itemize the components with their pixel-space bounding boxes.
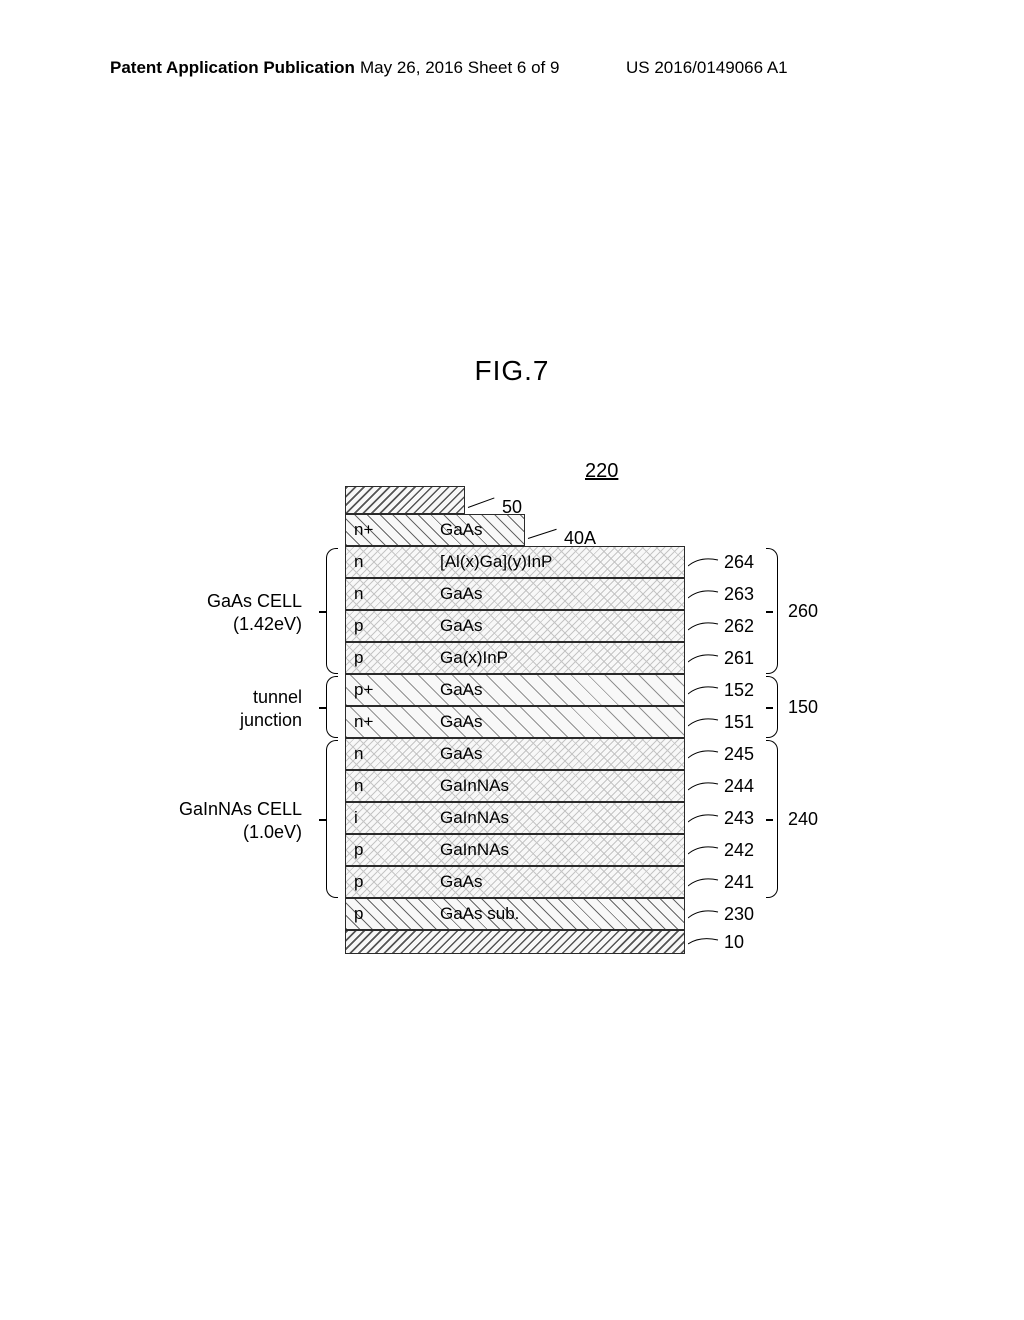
layer-230: p GaAs sub. xyxy=(345,898,685,930)
material: GaInNAs xyxy=(390,808,509,828)
callout-262: 262 xyxy=(688,610,754,642)
doping: p xyxy=(346,904,390,924)
figure-title: FIG.7 xyxy=(0,355,1024,387)
callout-10: 10 xyxy=(688,930,754,954)
callout-242: 242 xyxy=(688,834,754,866)
callout-245: 245 xyxy=(688,738,754,770)
callout-264: 264 xyxy=(688,546,754,578)
material: Ga(x)InP xyxy=(390,648,508,668)
doping: n xyxy=(346,584,390,604)
doping: p+ xyxy=(346,680,390,700)
group-sublabel: (1.0eV) xyxy=(243,822,302,842)
material: GaAs xyxy=(390,680,483,700)
layer-contact: n+ GaAs xyxy=(345,514,525,546)
layer-244: n GaInNAs xyxy=(345,770,685,802)
header-left: Patent Application Publication xyxy=(110,58,355,78)
group-sublabel: (1.42eV) xyxy=(233,614,302,634)
layer-264: n [Al(x)Ga](y)InP xyxy=(345,546,685,578)
material: GaAs xyxy=(390,616,483,636)
layer-stack: n+ GaAs n [Al(x)Ga](y)InP n GaAs p GaAs … xyxy=(345,486,685,954)
callout-241: 241 xyxy=(688,866,754,898)
doping: n xyxy=(346,744,390,764)
callout-261: 261 xyxy=(688,642,754,674)
layer-262: p GaAs xyxy=(345,610,685,642)
layer-151: n+ GaAs xyxy=(345,706,685,738)
material: GaAs xyxy=(390,872,483,892)
callout-230: 230 xyxy=(688,898,754,930)
callout-243: 243 xyxy=(688,802,754,834)
layer-electrode-bottom xyxy=(345,930,685,954)
doping: n xyxy=(346,552,390,572)
doping: p xyxy=(346,872,390,892)
layer-245: n GaAs xyxy=(345,738,685,770)
assembly-ref: 220 xyxy=(585,460,618,483)
layer-electrode-top xyxy=(345,486,465,514)
material: GaAs xyxy=(390,584,483,604)
layer-152: p+ GaAs xyxy=(345,674,685,706)
doping: p xyxy=(346,616,390,636)
layer-263: n GaAs xyxy=(345,578,685,610)
material: GaInNAs xyxy=(390,840,509,860)
layer-243: i GaInNAs xyxy=(345,802,685,834)
group-label: GaInNAs CELL xyxy=(179,799,302,819)
group-sublabel: junction xyxy=(240,710,302,730)
layer-241: p GaAs xyxy=(345,866,685,898)
material: GaInNAs xyxy=(390,776,509,796)
material: GaAs xyxy=(390,712,483,732)
material: GaAs xyxy=(390,744,483,764)
layer-242: p GaInNAs xyxy=(345,834,685,866)
doping: p xyxy=(346,648,390,668)
doping: n xyxy=(346,776,390,796)
material: GaAs sub. xyxy=(390,904,519,924)
doping: n+ xyxy=(346,712,390,732)
header-mid: May 26, 2016 Sheet 6 of 9 xyxy=(360,58,559,78)
doping: n+ xyxy=(346,520,390,540)
doping: i xyxy=(346,808,390,828)
header-right: US 2016/0149066 A1 xyxy=(626,58,788,78)
right-callouts: 264 263 262 261 152 151 245 244 xyxy=(688,546,754,954)
doping: p xyxy=(346,840,390,860)
callout-244: 244 xyxy=(688,770,754,802)
callout-152: 152 xyxy=(688,674,754,706)
material: [Al(x)Ga](y)InP xyxy=(390,552,552,572)
group-label: tunnel xyxy=(253,687,302,707)
callout-151: 151 xyxy=(688,706,754,738)
callout-263: 263 xyxy=(688,578,754,610)
layer-261: p Ga(x)InP xyxy=(345,642,685,674)
material: GaAs xyxy=(390,520,483,540)
group-label: GaAs CELL xyxy=(207,591,302,611)
